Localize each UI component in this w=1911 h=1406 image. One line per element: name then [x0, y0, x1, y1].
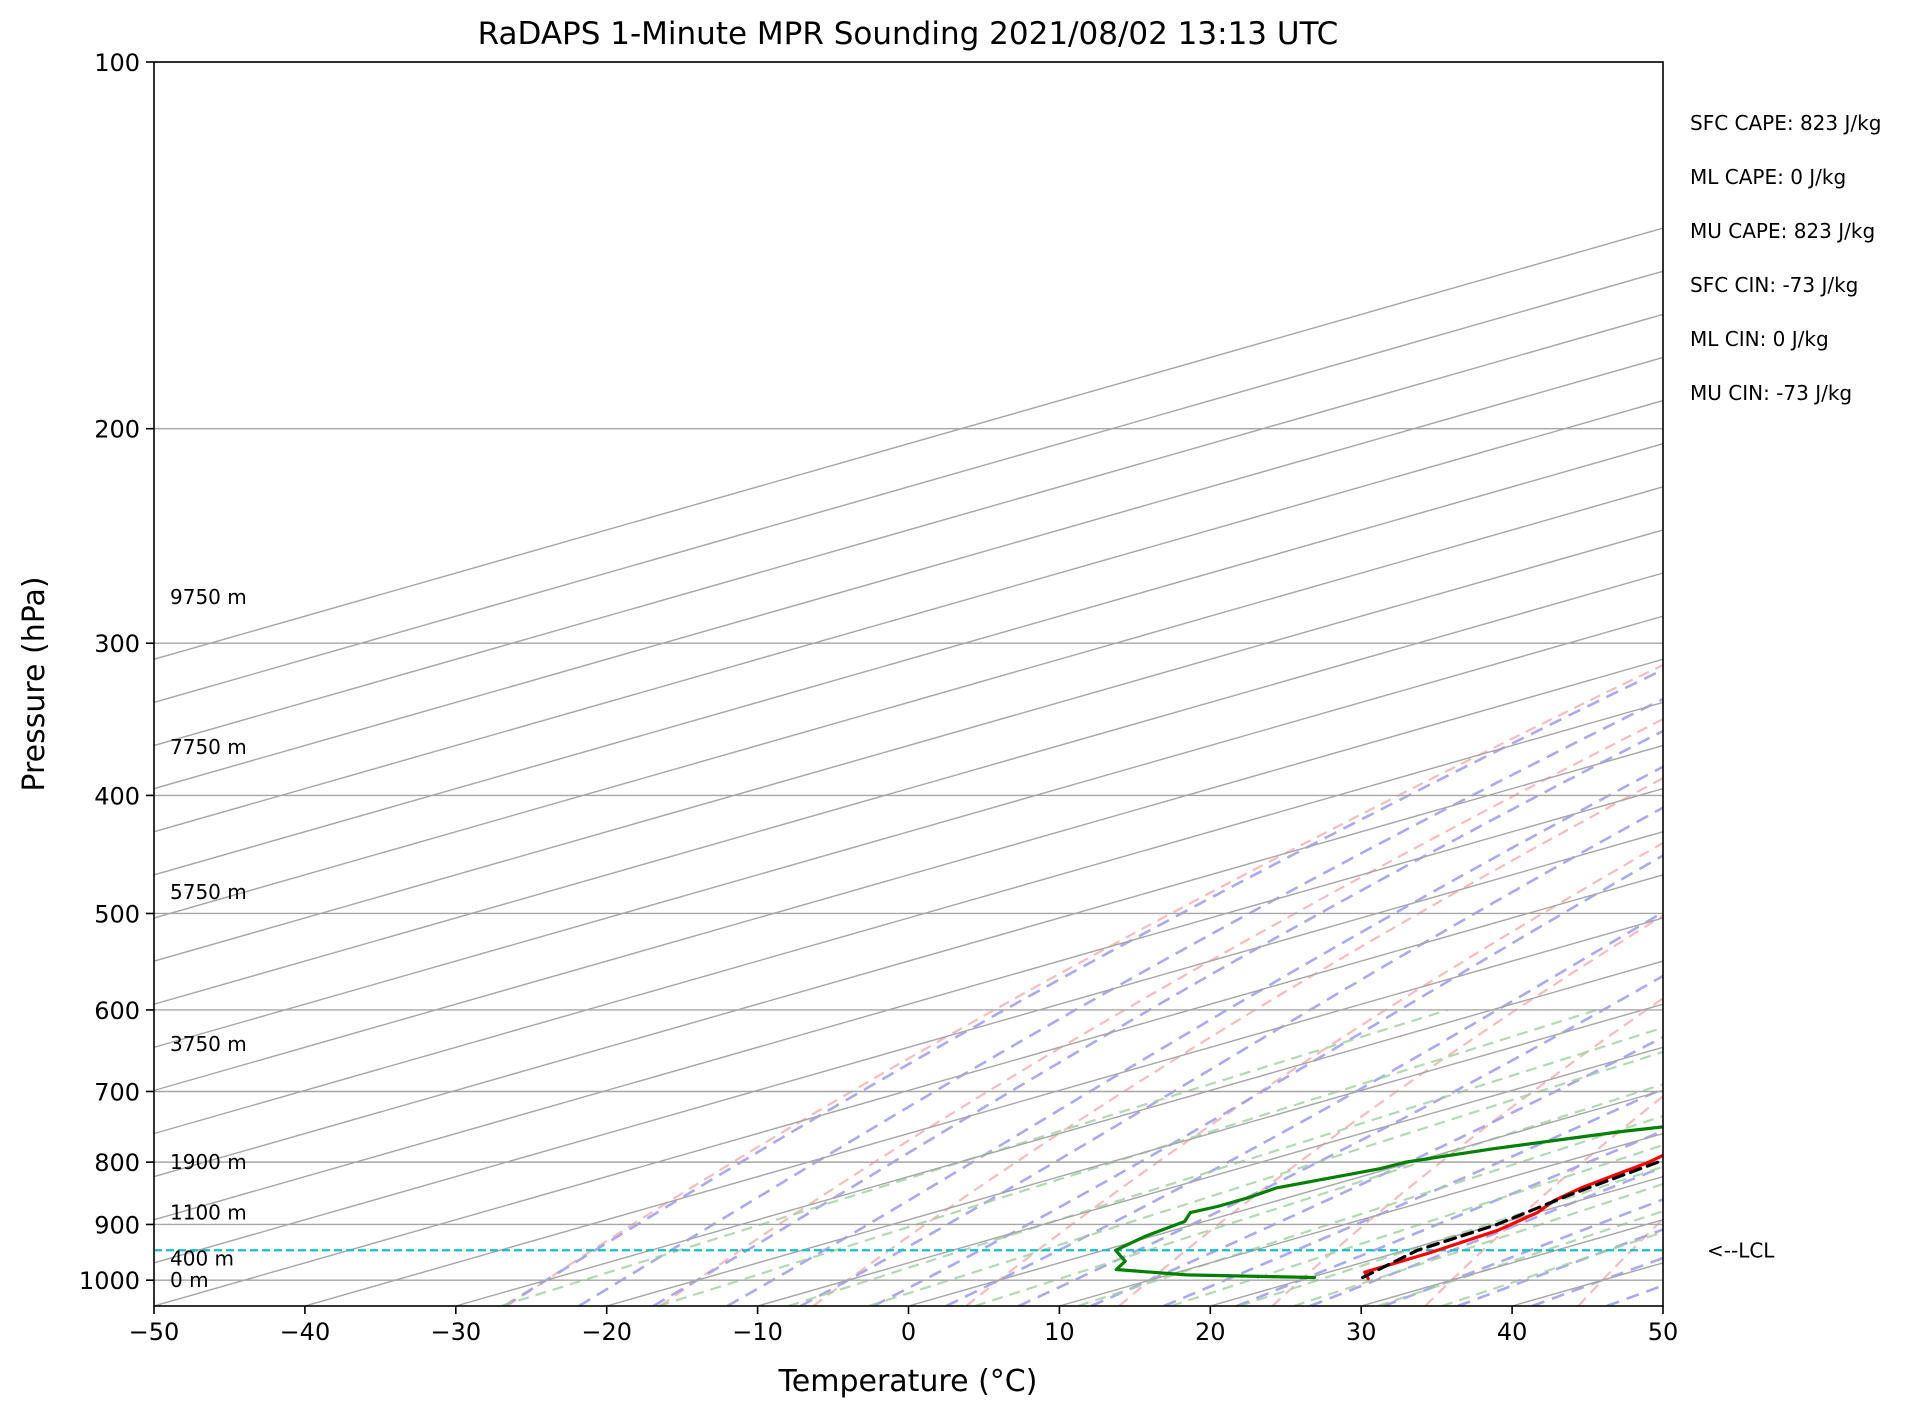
dry-adiabat	[812, 776, 1663, 1306]
moist-adiabat	[945, 910, 1663, 1306]
isotherm	[154, 486, 1663, 919]
parameter-line: SFC CAPE: 823 J/kg	[1690, 111, 1881, 135]
parameter-line: ML CAPE: 0 J/kg	[1690, 165, 1846, 189]
chart-title: RaDAPS 1-Minute MPR Sounding 2021/08/02 …	[478, 16, 1339, 52]
lcl-label: <--LCL	[1707, 1238, 1775, 1262]
parameter-line: MU CAPE: 823 J/kg	[1690, 219, 1875, 243]
isotherm	[154, 744, 1663, 1178]
height-label: 5750 m	[170, 880, 247, 904]
parameter-line: SFC CIN: -73 J/kg	[1690, 273, 1858, 297]
moist-adiabat	[1309, 1165, 1663, 1306]
moist-adiabat	[800, 806, 1663, 1306]
moist-adiabat	[726, 765, 1663, 1306]
isotherm	[154, 442, 1663, 876]
dry-adiabat	[1118, 914, 1663, 1306]
height-label: 1100 m	[170, 1201, 247, 1225]
dewpoint-profile	[1114, 1125, 1663, 1280]
series-layer	[154, 1125, 1663, 1281]
y-axis-label: Pressure (hPa)	[17, 576, 52, 791]
axes: −50 −40 −30 −20 −10 0 10 20 30 40 50 100 200 300 400 50…	[79, 49, 1678, 1346]
x-axis-label: Temperature (°C)	[778, 1364, 1038, 1399]
y-tick-label: 300	[94, 630, 140, 658]
x-tick-label: 40	[1497, 1318, 1528, 1346]
x-tick-label: −50	[129, 1318, 180, 1346]
moist-adiabat	[1090, 1035, 1663, 1306]
mixing-ratio-line	[868, 1050, 1663, 1306]
y-tick-label: 700	[94, 1078, 140, 1106]
isotherm	[154, 313, 1663, 747]
x-tick-label: −20	[581, 1318, 632, 1346]
x-tick-label: 0	[901, 1318, 916, 1346]
y-tick-label: 800	[94, 1149, 140, 1177]
x-tick-label: −10	[732, 1318, 783, 1346]
x-tick-label: 10	[1044, 1318, 1075, 1346]
moist-adiabat	[1163, 1087, 1663, 1306]
mixing-ratio-line	[788, 1026, 1663, 1306]
isotherm	[154, 529, 1663, 962]
isotherm	[154, 874, 1663, 1306]
height-label: 3750 m	[170, 1032, 247, 1056]
y-tick-label: 500	[94, 900, 140, 928]
temperature-profile	[1363, 1153, 1663, 1281]
parcel-profile	[1361, 1158, 1663, 1280]
height-label: 9750 m	[170, 585, 247, 609]
height-labels: 9750 m 7750 m 5750 m 3750 m 1900 m 1100 m 400 …	[170, 585, 247, 1292]
background-grid	[154, 62, 1663, 1306]
dry-adiabat	[506, 663, 1663, 1306]
moist-adiabat	[1383, 1198, 1663, 1306]
isotherm	[455, 960, 1663, 1306]
x-tick-label: 50	[1648, 1318, 1679, 1346]
mixing-ratio-line	[658, 1008, 1598, 1306]
parameter-line: MU CIN: -73 J/kg	[1690, 381, 1852, 405]
x-tick-label: 20	[1195, 1318, 1226, 1346]
isotherm	[154, 831, 1663, 1264]
height-label: 400 m	[170, 1247, 234, 1271]
dry-adiabat	[659, 717, 1663, 1306]
mixing-ratio-line	[974, 1083, 1663, 1306]
parameter-panel: SFC CAPE: 823 J/kg ML CAPE: 0 J/kg MU CAPE…	[1690, 111, 1881, 405]
moist-adiabat	[652, 729, 1663, 1306]
y-tick-label: 1000	[79, 1267, 140, 1295]
dry-adiabat	[1271, 997, 1663, 1306]
isotherm	[908, 1089, 1663, 1306]
y-tick-label: 200	[94, 416, 140, 444]
isotherm	[154, 658, 1663, 1092]
isotherm	[757, 1046, 1663, 1306]
isotherm	[304, 917, 1663, 1306]
x-tick-label: −40	[280, 1318, 331, 1346]
y-tick-label: 100	[94, 49, 140, 77]
moist-adiabat	[1018, 974, 1663, 1306]
isotherm	[154, 399, 1663, 833]
y-tick-label: 400	[94, 782, 140, 810]
isotherm	[154, 701, 1663, 1135]
isotherm	[606, 1003, 1663, 1306]
mixing-ratio-line	[500, 1008, 1449, 1306]
isotherm	[154, 787, 1663, 1221]
isotherm	[154, 356, 1663, 790]
y-tick-label: 900	[94, 1211, 140, 1239]
height-label: 7750 m	[170, 735, 247, 759]
isotherm	[154, 270, 1663, 704]
x-tick-label: 30	[1346, 1318, 1377, 1346]
isotherm	[154, 615, 1663, 1049]
y-tick-label: 600	[94, 997, 140, 1025]
x-tick-label: −30	[430, 1318, 481, 1346]
height-label: 1900 m	[170, 1150, 247, 1174]
isotherm	[154, 227, 1663, 661]
height-label: 0 m	[170, 1268, 209, 1292]
parameter-line: ML CIN: 0 J/kg	[1690, 327, 1829, 351]
isotherm	[154, 572, 1663, 1005]
